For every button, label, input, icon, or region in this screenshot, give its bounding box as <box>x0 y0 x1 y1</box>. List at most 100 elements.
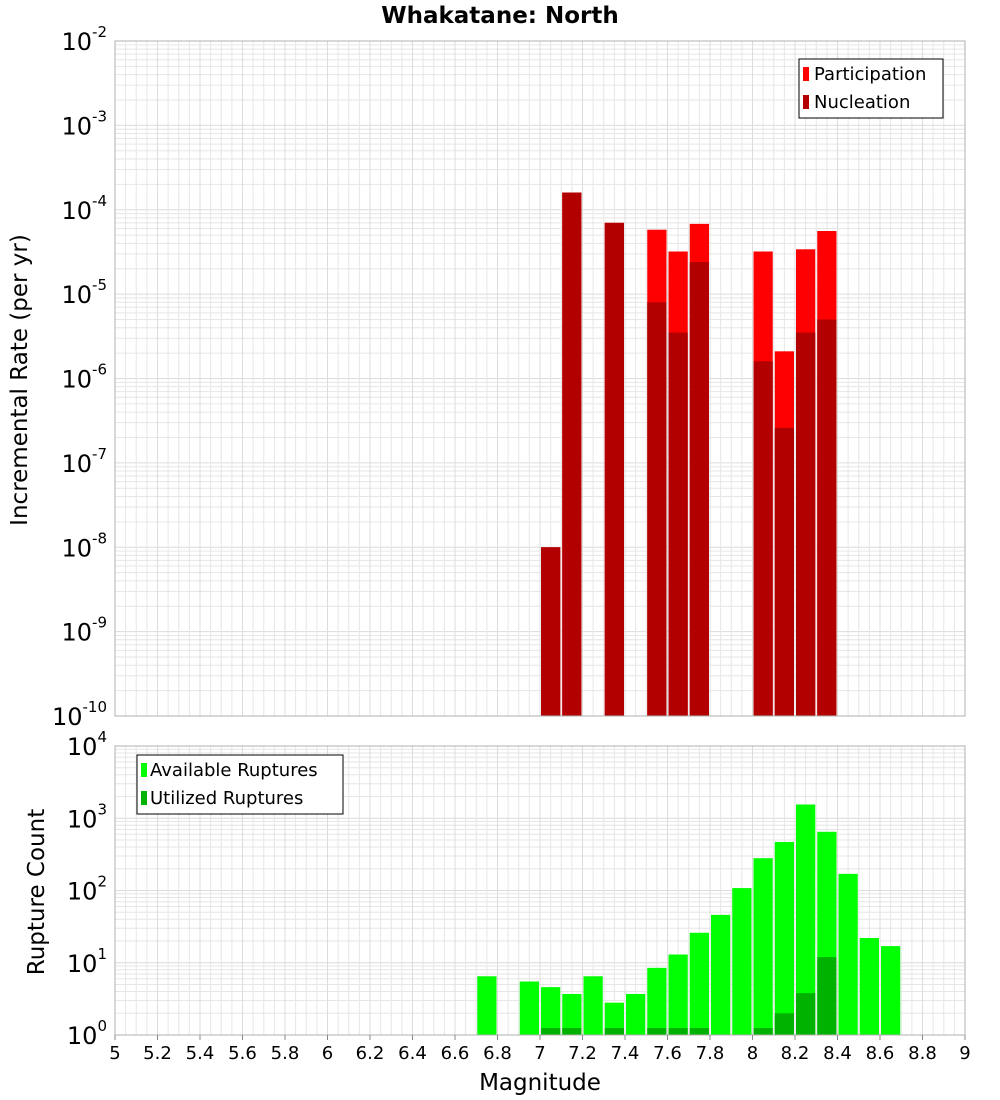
nucleation-bar <box>753 361 773 716</box>
x-axis-ticks: 5 5.2 5.4 5.6 5.8 6 6.2 6.4 6.6 6.8 7 7.2 7.4 7.6 7.8 8… <box>109 1035 971 1064</box>
y-tick-label: 10-8 <box>61 529 107 562</box>
x-tick-label: 6.8 <box>483 1043 512 1064</box>
utilized-ruptures-bar <box>753 1028 773 1035</box>
available-ruptures-bar <box>774 841 794 1035</box>
y-tick-exponent: 0 <box>97 1017 107 1035</box>
bottom-y-axis-label: Rupture Count <box>24 809 50 975</box>
available-ruptures-bar <box>626 993 646 1035</box>
y-tick-label: 10-5 <box>61 276 107 309</box>
available-ruptures-bar <box>583 976 603 1035</box>
y-tick-label: 10-4 <box>61 192 107 225</box>
y-tick-base: 10 <box>61 619 92 647</box>
utilized-ruptures-bar <box>817 957 837 1035</box>
nucleation-bar <box>541 547 561 716</box>
available-ruptures-bar <box>647 967 667 1035</box>
utilized-ruptures-bar <box>604 1028 624 1035</box>
utilized-ruptures-bar <box>668 1028 688 1035</box>
y-tick-exponent: -3 <box>92 107 107 125</box>
x-tick-label: 6.2 <box>356 1043 385 1064</box>
x-tick-label: 5.6 <box>228 1043 257 1064</box>
top-legend-box <box>798 58 944 119</box>
x-tick-label: 7.4 <box>611 1043 640 1064</box>
available-ruptures-bar <box>604 1002 624 1035</box>
available-ruptures-bar <box>519 981 539 1035</box>
y-tick-exponent: -7 <box>92 445 107 463</box>
y-tick-label: 10-9 <box>61 614 107 647</box>
x-tick-label: 5 <box>109 1043 120 1064</box>
y-tick-label: 10-2 <box>61 23 107 56</box>
x-tick-label: 6 <box>322 1043 333 1064</box>
y-tick-label: 103 <box>67 800 107 833</box>
x-tick-label: 8.4 <box>823 1043 852 1064</box>
x-tick-label: 5.2 <box>143 1043 172 1064</box>
top-grid <box>114 41 966 717</box>
x-tick-label: 6.6 <box>441 1043 470 1064</box>
bottom-bars <box>477 804 901 1035</box>
x-tick-label: 7.2 <box>568 1043 597 1064</box>
x-tick-label: 7 <box>534 1043 545 1064</box>
x-tick-label: 8 <box>747 1043 758 1064</box>
available-ruptures-bar <box>753 858 773 1035</box>
chart-title: Whakatane: North <box>381 3 619 29</box>
nucleation-bar <box>796 332 816 716</box>
available-ruptures-bar <box>711 914 731 1035</box>
available-ruptures-bar <box>859 938 879 1035</box>
y-tick-base: 10 <box>67 950 98 978</box>
x-tick-label: 8.8 <box>908 1043 937 1064</box>
bottom-legend-box <box>136 754 344 815</box>
legend-label-nucleation: Nucleation <box>814 92 910 113</box>
y-tick-base: 10 <box>67 1022 98 1050</box>
y-tick-exponent: -4 <box>92 192 107 210</box>
utilized-ruptures-bar <box>796 993 816 1035</box>
x-tick-label: 8.6 <box>866 1043 895 1064</box>
y-tick-base: 10 <box>61 534 92 562</box>
top-plot-frame <box>114 40 966 717</box>
available-ruptures-bar <box>541 987 561 1035</box>
nucleation-bar <box>668 332 688 716</box>
nucleation-bar <box>817 319 837 716</box>
y-tick-base: 10 <box>52 703 83 731</box>
y-tick-exponent: -10 <box>83 698 108 716</box>
available-ruptures-bar <box>881 946 901 1035</box>
y-tick-exponent: -6 <box>92 361 107 379</box>
y-tick-exponent: 2 <box>97 873 107 891</box>
top-legend: Participation Nucleation <box>798 58 944 119</box>
available-ruptures-bar <box>838 873 858 1035</box>
y-tick-base: 10 <box>61 28 92 56</box>
y-tick-base: 10 <box>61 281 92 309</box>
y-tick-label: 10-7 <box>61 445 107 478</box>
x-tick-label: 5.4 <box>186 1043 215 1064</box>
available-ruptures-bar <box>668 954 688 1035</box>
available-ruptures-bar <box>732 888 752 1035</box>
y-tick-label: 101 <box>67 945 107 978</box>
y-tick-base: 10 <box>61 112 92 140</box>
nucleation-bar <box>774 427 794 716</box>
legend-swatch-available <box>141 763 147 777</box>
y-tick-exponent: -2 <box>92 23 107 41</box>
legend-swatch-participation <box>803 67 809 81</box>
y-tick-label: 10-10 <box>52 698 107 731</box>
nucleation-bar <box>562 192 582 717</box>
y-tick-label: 104 <box>67 728 107 761</box>
y-tick-base: 10 <box>61 197 92 225</box>
legend-label-participation: Participation <box>814 64 926 85</box>
utilized-ruptures-bar <box>774 1013 794 1035</box>
top-y-axis-label: Incremental Rate (per yr) <box>7 234 33 526</box>
available-ruptures-bar <box>689 932 709 1035</box>
nucleation-bar <box>689 262 709 716</box>
bottom-legend: Available Ruptures Utilized Ruptures <box>136 754 344 815</box>
y-tick-label: 10-6 <box>61 361 107 394</box>
utilized-ruptures-bar <box>689 1028 709 1035</box>
x-tick-label: 5.8 <box>271 1043 300 1064</box>
x-tick-label: 8.2 <box>781 1043 810 1064</box>
y-tick-base: 10 <box>67 733 98 761</box>
y-tick-exponent: -5 <box>92 276 107 294</box>
nucleation-bar <box>647 302 667 716</box>
legend-label-utilized: Utilized Ruptures <box>150 788 303 809</box>
